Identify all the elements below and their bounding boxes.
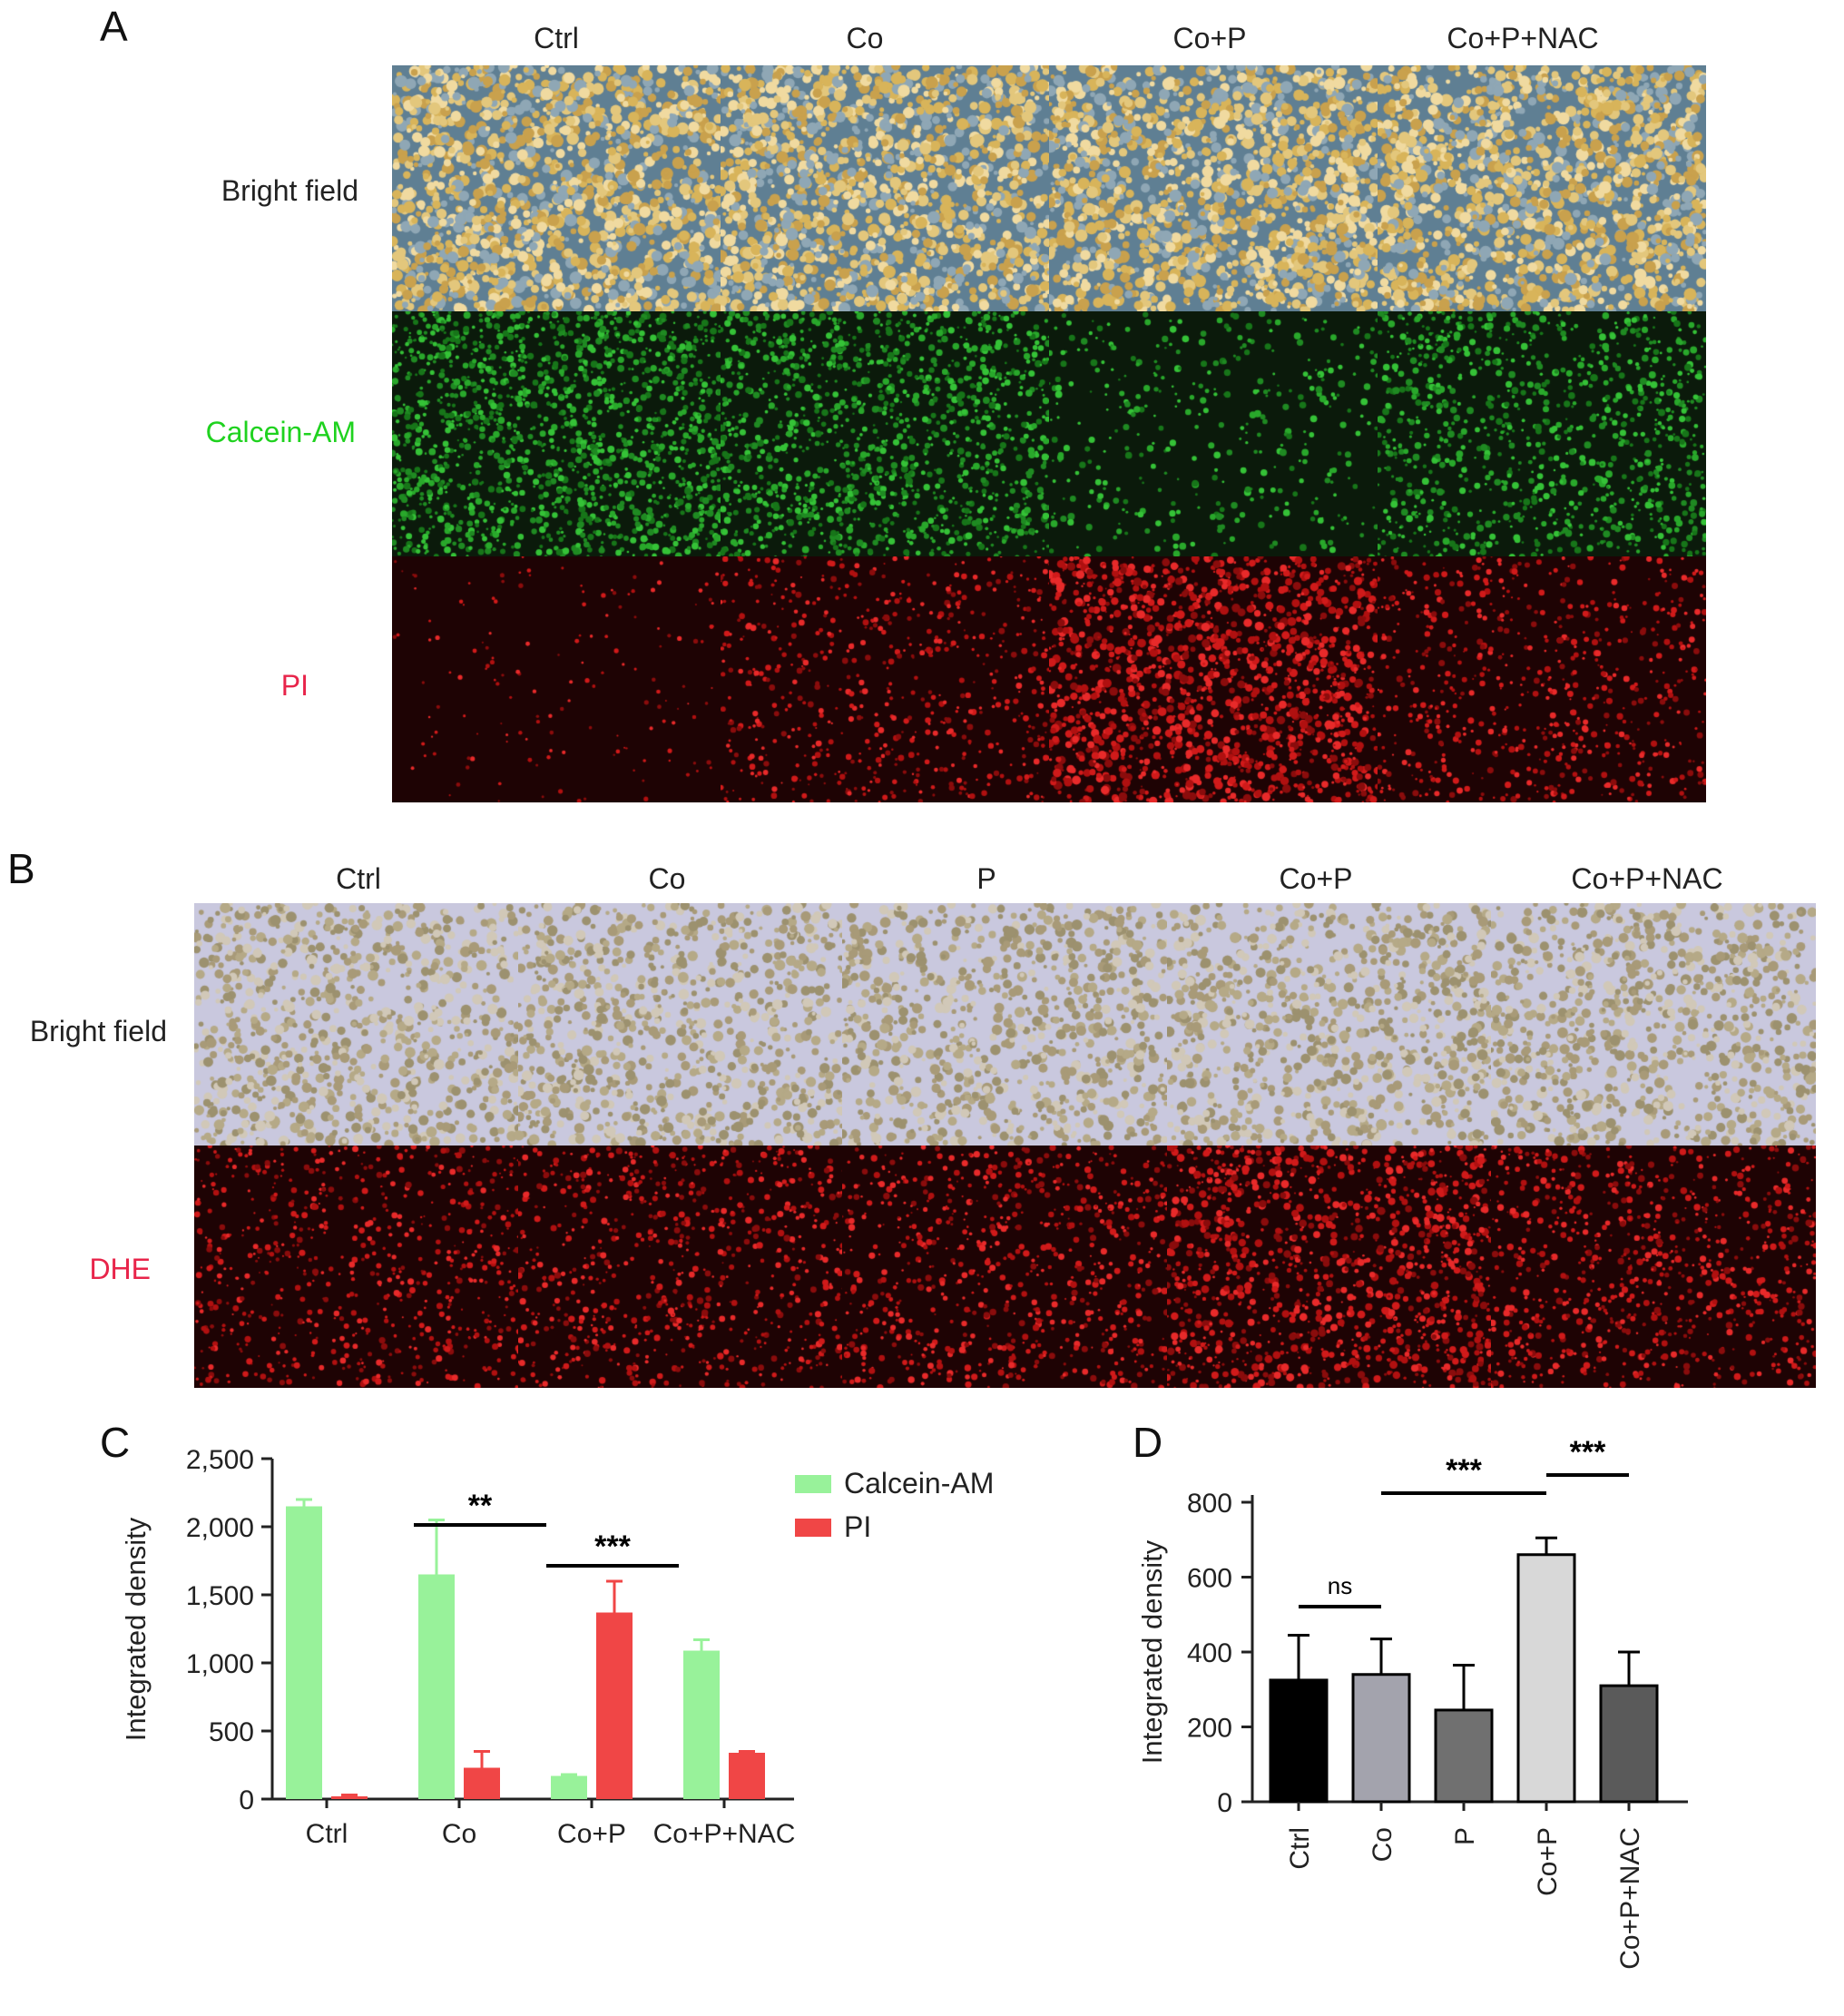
d-xtick-label: Co+P+NAC — [1615, 1827, 1645, 1970]
d-significance-label: *** — [1446, 1453, 1482, 1488]
panel-b-letter: B — [7, 845, 35, 892]
d-xtick-label: P — [1450, 1827, 1480, 1845]
d-ytick-label: 0 — [1217, 1788, 1232, 1818]
panel-a-micrograph-green-1 — [392, 310, 721, 557]
panel-b-micrograph-bright_lavender-3 — [842, 903, 1168, 1146]
panel-b-micrograph-red-3 — [842, 1145, 1168, 1388]
c-legend-label-1: Calcein-AM — [844, 1467, 994, 1500]
panel-b-micrograph-bright_lavender-4 — [1166, 903, 1492, 1146]
c-bar-calceinam-2 — [418, 1574, 455, 1799]
panel-b-micrograph-bright_lavender-5 — [1490, 903, 1816, 1146]
c-significance-label: *** — [594, 1529, 631, 1564]
d-significance-label: ns — [1328, 1572, 1352, 1599]
d-ytick-label: 400 — [1187, 1638, 1232, 1668]
panel-a-micrograph-green-2 — [721, 310, 1049, 557]
panel-b-row-dhe: DHE — [89, 1253, 151, 1285]
panel-b-micrograph-bright_lavender-2 — [518, 903, 844, 1146]
panel-a-row-pi: PI — [280, 669, 309, 702]
panel-b-image-grid — [194, 903, 1816, 1388]
panel-a-micrograph-red-4 — [1378, 556, 1706, 803]
panel-c-chart: 0 500 1,000 1,500 2,000 2,500 Integrated densi… — [120, 1445, 994, 1849]
c-ytick-label: 2,500 — [186, 1445, 254, 1475]
panel-a-letter: A — [100, 3, 128, 50]
d-significance-label: *** — [1570, 1435, 1606, 1470]
panel-a-micrograph-green-3 — [1049, 310, 1378, 557]
d-bar-1 — [1269, 1678, 1329, 1804]
d-bar-4 — [1516, 1553, 1576, 1804]
panel-a-row-bright-field: Bright field — [221, 174, 358, 207]
c-xtick-label: Co+P — [557, 1819, 626, 1849]
d-ytick-label: 600 — [1187, 1564, 1232, 1594]
c-bar-calceinam-3 — [551, 1775, 587, 1799]
panel-b-micrograph-red-5 — [1490, 1145, 1816, 1388]
panel-b-col-p: P — [976, 862, 996, 895]
c-xtick-label: Co+P+NAC — [653, 1819, 796, 1849]
panel-b-col-ctrl: Ctrl — [336, 862, 381, 895]
panel-a-micrograph-red-1 — [392, 556, 721, 803]
d-ytick-label: 200 — [1187, 1714, 1232, 1744]
c-ytick-label: 2,000 — [186, 1513, 254, 1543]
d-bar-3 — [1434, 1708, 1494, 1804]
panel-a-micrograph-red-2 — [721, 556, 1049, 803]
c-bar-pi-2 — [464, 1767, 500, 1799]
panel-b-micrograph-red-4 — [1166, 1145, 1492, 1388]
c-bar-pi-4 — [729, 1753, 765, 1799]
panel-a-micrograph-bright_yellow-1 — [392, 65, 721, 311]
panel-d-letter: D — [1133, 1419, 1163, 1466]
panel-a-micrograph-green-4 — [1378, 310, 1706, 557]
panel-a-micrograph-bright_yellow-3 — [1049, 65, 1378, 311]
c-xtick-label: Co — [442, 1819, 476, 1849]
c-y-axis-label: Integrated density — [120, 1517, 152, 1741]
panel-d-chart: 0 200 400 600 800 Integrated density Ctrl Co P Co… — [1136, 1435, 1688, 1970]
c-bar-calceinam-1 — [286, 1506, 322, 1799]
panel-a-col-co: Co — [846, 22, 884, 54]
d-xtick-label: Ctrl — [1285, 1827, 1315, 1870]
panel-a-image-grid — [392, 65, 1706, 803]
panel-b-col-copnac: Co+P+NAC — [1571, 862, 1723, 895]
d-bar-5 — [1599, 1684, 1659, 1804]
d-y-axis-label: Integrated density — [1136, 1539, 1168, 1764]
panel-b-micrograph-red-2 — [518, 1145, 844, 1388]
d-xtick-label: Co+P — [1533, 1827, 1563, 1896]
c-ytick-label: 0 — [239, 1785, 254, 1815]
panel-b-row-bright-field: Bright field — [29, 1015, 167, 1047]
panel-b-col-cop: Co+P — [1279, 862, 1353, 895]
panel-b-micrograph-bright_lavender-1 — [194, 903, 519, 1146]
panel-a-col-ctrl: Ctrl — [534, 22, 579, 54]
c-legend-swatch-1 — [795, 1475, 831, 1493]
panel-a-micrograph-bright_yellow-4 — [1378, 65, 1706, 311]
c-legend-swatch-2 — [795, 1519, 831, 1537]
c-significance-label: ** — [468, 1489, 493, 1523]
c-xtick-label: Ctrl — [306, 1819, 348, 1849]
panel-c-letter: C — [100, 1419, 131, 1466]
c-bar-calceinam-4 — [683, 1650, 720, 1799]
c-bar-pi-3 — [596, 1612, 633, 1799]
d-bar-2 — [1351, 1673, 1411, 1804]
panel-a-micrograph-bright_yellow-2 — [721, 65, 1049, 311]
c-ytick-label: 1,500 — [186, 1581, 254, 1611]
c-bar-pi-1 — [331, 1796, 368, 1799]
d-ytick-label: 800 — [1187, 1489, 1232, 1519]
c-ytick-label: 1,000 — [186, 1649, 254, 1679]
c-legend-label-2: PI — [844, 1510, 871, 1543]
c-ytick-label: 500 — [209, 1717, 254, 1747]
panel-b-col-co: Co — [648, 862, 686, 895]
panel-b-micrograph-red-1 — [194, 1145, 519, 1388]
panel-a-col-cop: Co+P — [1172, 22, 1247, 54]
panel-a-row-calcein: Calcein-AM — [205, 416, 356, 448]
panel-a-micrograph-red-3 — [1049, 556, 1378, 803]
d-xtick-label: Co — [1368, 1827, 1398, 1862]
panel-a-col-copnac: Co+P+NAC — [1447, 22, 1599, 54]
